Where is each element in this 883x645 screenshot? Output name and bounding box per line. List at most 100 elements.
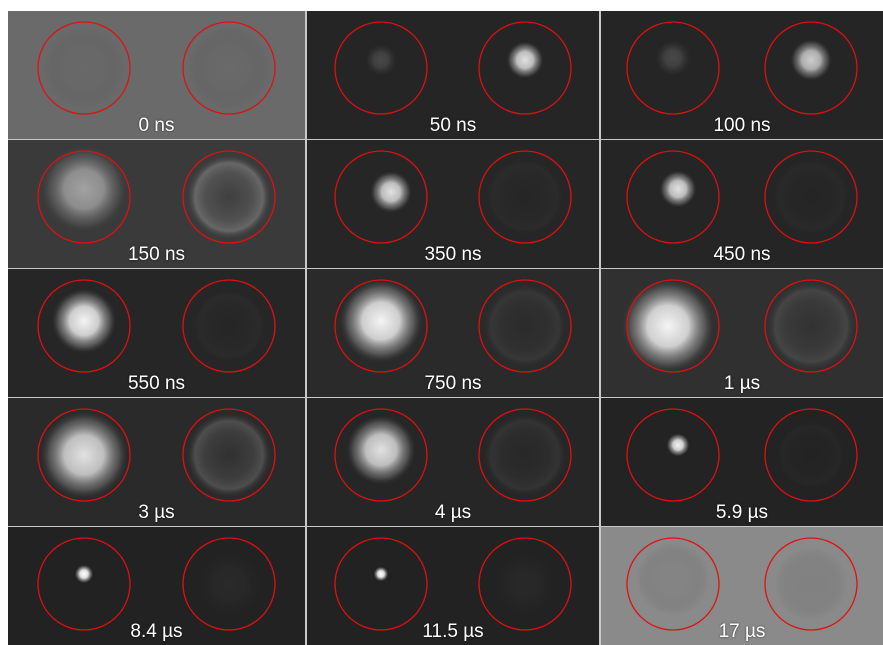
left-red-ring	[37, 537, 131, 631]
time-label: 350 ns	[424, 244, 482, 265]
left-emission-spot	[40, 411, 128, 499]
frame-panel: 0 ns	[8, 11, 305, 139]
time-label: 100 ns	[713, 115, 771, 136]
right-emission-spot	[185, 153, 273, 241]
frame-image	[626, 408, 858, 502]
frame-image	[37, 279, 276, 373]
right-emission-spot	[187, 26, 271, 110]
left-emission-spot	[364, 43, 398, 77]
frame-image	[37, 21, 276, 115]
left-emission-spot	[346, 415, 416, 485]
right-red-ring	[764, 408, 858, 502]
left-red-ring	[626, 537, 720, 631]
frame-image	[334, 408, 572, 502]
time-label: 150 ns	[127, 244, 186, 265]
right-red-ring	[764, 279, 858, 373]
left-red-ring	[37, 21, 131, 115]
frame-panel: 550 ns	[8, 269, 305, 397]
time-label: 4 µs	[434, 502, 472, 523]
time-label: 450 ns	[713, 244, 771, 265]
frame-image	[334, 279, 572, 373]
left-red-ring	[626, 21, 720, 115]
time-label: 1 µs	[723, 373, 761, 394]
right-red-ring	[478, 279, 572, 373]
left-emission-spot	[666, 433, 690, 457]
right-emission-spot	[481, 282, 569, 370]
frame-panel: 5.9 µs	[601, 398, 883, 526]
left-red-ring	[626, 408, 720, 502]
right-red-ring	[182, 537, 276, 631]
right-red-ring	[478, 150, 572, 244]
left-red-ring	[626, 150, 720, 244]
left-emission-spot	[659, 170, 697, 208]
right-emission-spot	[774, 547, 848, 621]
left-emission-spot	[51, 288, 117, 354]
right-emission-spot	[192, 547, 266, 621]
left-emission-spot	[636, 542, 710, 616]
left-red-ring	[334, 21, 428, 115]
right-red-ring	[478, 537, 572, 631]
right-red-ring	[478, 21, 572, 115]
left-red-ring	[334, 408, 428, 502]
right-emission-spot	[189, 286, 269, 366]
frame-panel: 450 ns	[601, 140, 883, 268]
frame-panel: 150 ns	[8, 140, 305, 268]
image-grid: 0 ns 50 ns 100 ns 150 ns 350 ns 450 ns 550 ns 7…	[8, 11, 883, 645]
left-emission-spot	[74, 564, 94, 584]
left-red-ring	[37, 279, 131, 373]
frame-panel: 50 ns	[307, 11, 599, 139]
right-red-ring	[764, 21, 858, 115]
right-red-ring	[182, 150, 276, 244]
left-red-ring	[334, 150, 428, 244]
right-red-ring	[182, 279, 276, 373]
left-red-ring	[626, 279, 720, 373]
right-red-ring	[182, 21, 276, 115]
left-emission-spot	[373, 566, 389, 582]
frame-image	[622, 279, 858, 373]
right-emission-spot	[774, 418, 848, 492]
frame-panel: 11.5 µs	[307, 527, 599, 645]
time-label: 50 ns	[429, 115, 477, 136]
frame-image	[626, 150, 858, 244]
left-red-ring	[334, 537, 428, 631]
right-emission-spot	[506, 41, 544, 79]
right-emission-spot	[483, 155, 567, 239]
frame-image	[334, 537, 572, 631]
frame-image	[626, 21, 858, 115]
time-label: 3 µs	[138, 502, 175, 523]
frame-image	[37, 537, 276, 631]
frame-image	[37, 145, 276, 244]
time-label: 0 ns	[138, 115, 175, 136]
frame-panel: 4 µs	[307, 398, 599, 526]
right-emission-spot	[790, 39, 832, 81]
frame-panel: 750 ns	[307, 269, 599, 397]
frame-panel: 1 µs	[601, 269, 883, 397]
right-emission-spot	[481, 411, 569, 499]
right-red-ring	[182, 408, 276, 502]
frame-image	[626, 537, 858, 631]
frame-image	[334, 21, 572, 115]
frame-panel: 8.4 µs	[8, 527, 305, 645]
left-emission-spot	[622, 280, 714, 372]
time-label: 750 ns	[424, 373, 482, 394]
right-red-ring	[478, 408, 572, 502]
left-emission-spot	[339, 279, 423, 363]
left-emission-spot	[370, 171, 412, 213]
right-emission-spot	[185, 411, 273, 499]
left-red-ring	[37, 150, 131, 244]
frame-panel: 100 ns	[601, 11, 883, 139]
right-red-ring	[764, 537, 858, 631]
right-emission-spot	[769, 155, 853, 239]
frame-panel: 350 ns	[307, 140, 599, 268]
right-emission-spot	[488, 547, 562, 621]
frame-panel: 17 µs	[601, 527, 883, 645]
time-label: 11.5 µs	[422, 621, 484, 642]
left-emission-spot	[40, 145, 128, 233]
left-red-ring	[334, 279, 428, 373]
right-red-ring	[764, 150, 858, 244]
time-label: 17 µs	[718, 621, 766, 642]
left-red-ring	[37, 408, 131, 502]
left-emission-spot	[42, 26, 126, 110]
frame-image	[37, 408, 276, 502]
time-label: 8.4 µs	[130, 621, 183, 642]
